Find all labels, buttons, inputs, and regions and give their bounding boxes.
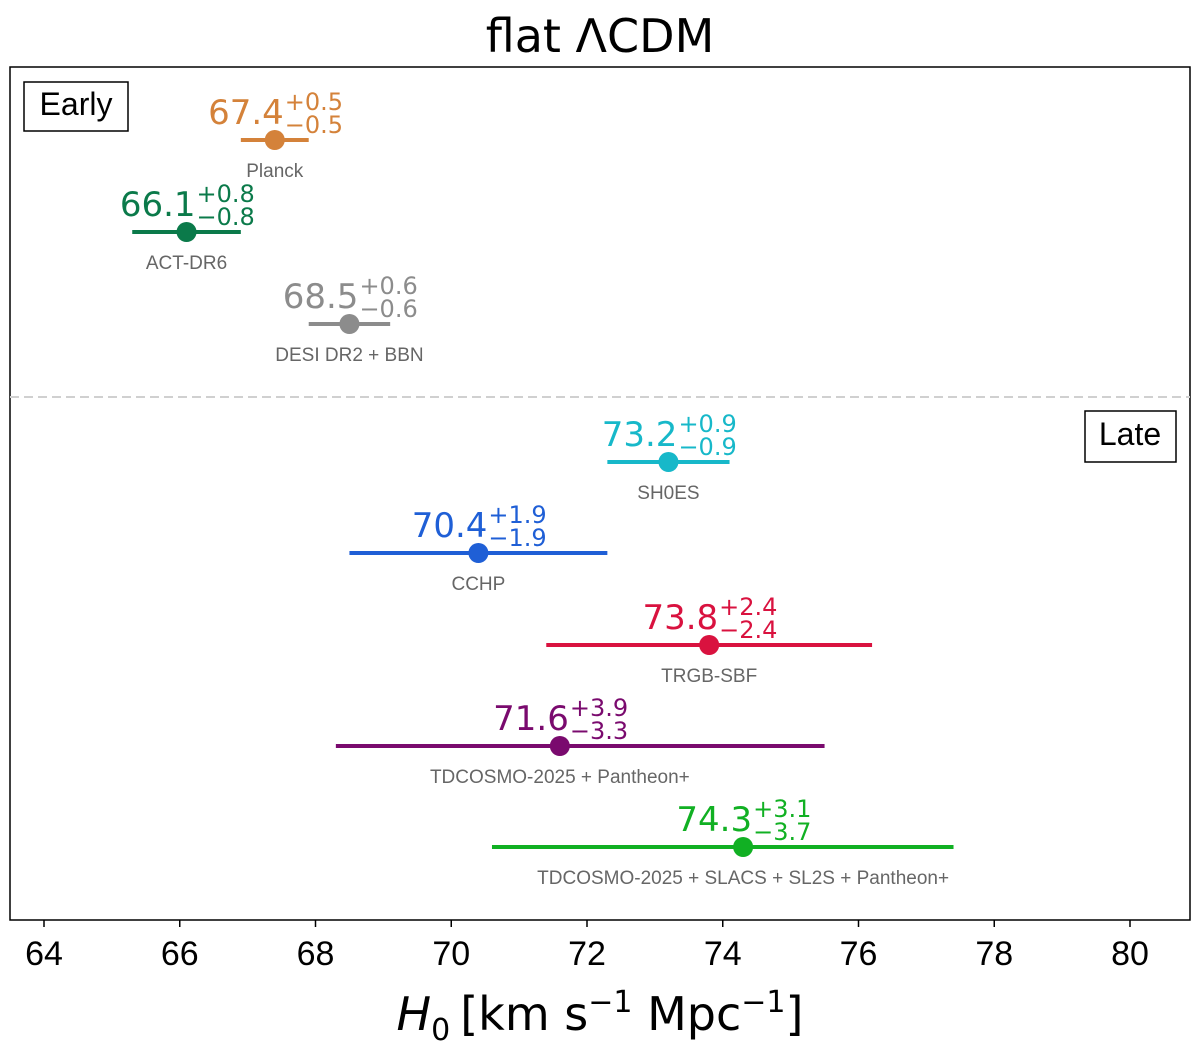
minus-error-label: −2.4 — [719, 616, 777, 644]
data-point — [699, 635, 720, 655]
minus-error-label: −0.6 — [359, 295, 417, 323]
plus-error-label: +0.9 — [678, 410, 736, 438]
minus-error-label: −0.5 — [285, 111, 343, 139]
plus-error-label: +3.9 — [570, 694, 628, 722]
series-0: 67.4 +0.5−0.5 Planck — [208, 88, 343, 182]
data-point — [339, 314, 360, 334]
value-label: 74.3 — [676, 800, 752, 840]
plus-error-label: +0.5 — [285, 88, 343, 116]
x-axis-label: H0 [km s−1 Mpc−1] — [397, 985, 804, 1048]
minus-error-label: −0.8 — [197, 203, 255, 231]
value-label: 68.5 — [283, 277, 359, 317]
series-4: 70.4 +1.9−1.9 CCHP — [349, 501, 608, 595]
series-7: 74.3 +3.1−3.7 TDCOSMO-2025 + SLACS + SL2S … — [491, 795, 954, 889]
series-2: 68.5 +0.6−0.6 DESI DR2 + BBN — [275, 272, 423, 366]
series-name-label: DESI DR2 + BBN — [275, 345, 423, 366]
x-tick-label: 68 — [297, 935, 335, 973]
series-name-label: TRGB-SBF — [661, 666, 757, 687]
plus-error-label: +3.1 — [753, 795, 811, 823]
data-point — [264, 130, 285, 150]
x-tick-label: 80 — [1111, 935, 1149, 973]
data-point — [176, 222, 197, 242]
x-tick-label: 64 — [25, 935, 63, 973]
minus-error-label: −0.9 — [678, 433, 736, 461]
x-tick-label: 74 — [704, 935, 742, 973]
value-label: 70.4 — [412, 506, 488, 546]
value-label: 67.4 — [208, 93, 284, 133]
series-name-label: TDCOSMO-2025 + Pantheon+ — [430, 767, 690, 788]
x-tick-label: 70 — [432, 935, 470, 973]
value-label: 66.1 — [120, 185, 196, 225]
x-tick-label: 78 — [975, 935, 1013, 973]
series-name-label: SH0ES — [637, 483, 699, 504]
value-label: 73.8 — [642, 598, 718, 638]
series-1: 66.1 +0.8−0.8 ACT-DR6 — [120, 180, 255, 274]
group-label-early: Early — [40, 86, 113, 122]
minus-error-label: −3.7 — [753, 818, 811, 846]
legend-late: Late — [1084, 410, 1177, 463]
series-name-label: CCHP — [451, 574, 505, 595]
minus-error-label: −1.9 — [488, 524, 546, 552]
series-name-label: ACT-DR6 — [146, 253, 227, 274]
x-tick-label: 76 — [840, 935, 878, 973]
value-label: 73.2 — [602, 415, 678, 455]
plus-error-label: +0.6 — [359, 272, 417, 300]
data-point — [733, 837, 754, 857]
plus-error-label: +1.9 — [488, 501, 546, 529]
plus-error-label: +0.8 — [197, 180, 255, 208]
minus-error-label: −3.3 — [570, 717, 628, 745]
series-name-label: TDCOSMO-2025 + SLACS + SL2S + Pantheon+ — [537, 868, 949, 889]
data-point — [468, 543, 489, 563]
series-6: 71.6 +3.9−3.3 TDCOSMO-2025 + Pantheon+ — [335, 694, 825, 788]
chart-title: flat ΛCDM — [486, 9, 715, 63]
value-label: 71.6 — [493, 699, 569, 739]
group-label-late: Late — [1099, 416, 1161, 452]
x-tick-label: 72 — [568, 935, 606, 973]
data-point — [549, 736, 570, 756]
series-5: 73.8 +2.4−2.4 TRGB-SBF — [546, 593, 873, 687]
plot-frame — [9, 66, 1191, 921]
plus-error-label: +2.4 — [719, 593, 777, 621]
data-point — [658, 452, 679, 472]
x-tick-label: 66 — [161, 935, 199, 973]
series-name-label: Planck — [246, 161, 304, 182]
series-3: 73.2 +0.9−0.9 SH0ES — [602, 410, 737, 504]
legend-early: Early — [23, 81, 129, 132]
